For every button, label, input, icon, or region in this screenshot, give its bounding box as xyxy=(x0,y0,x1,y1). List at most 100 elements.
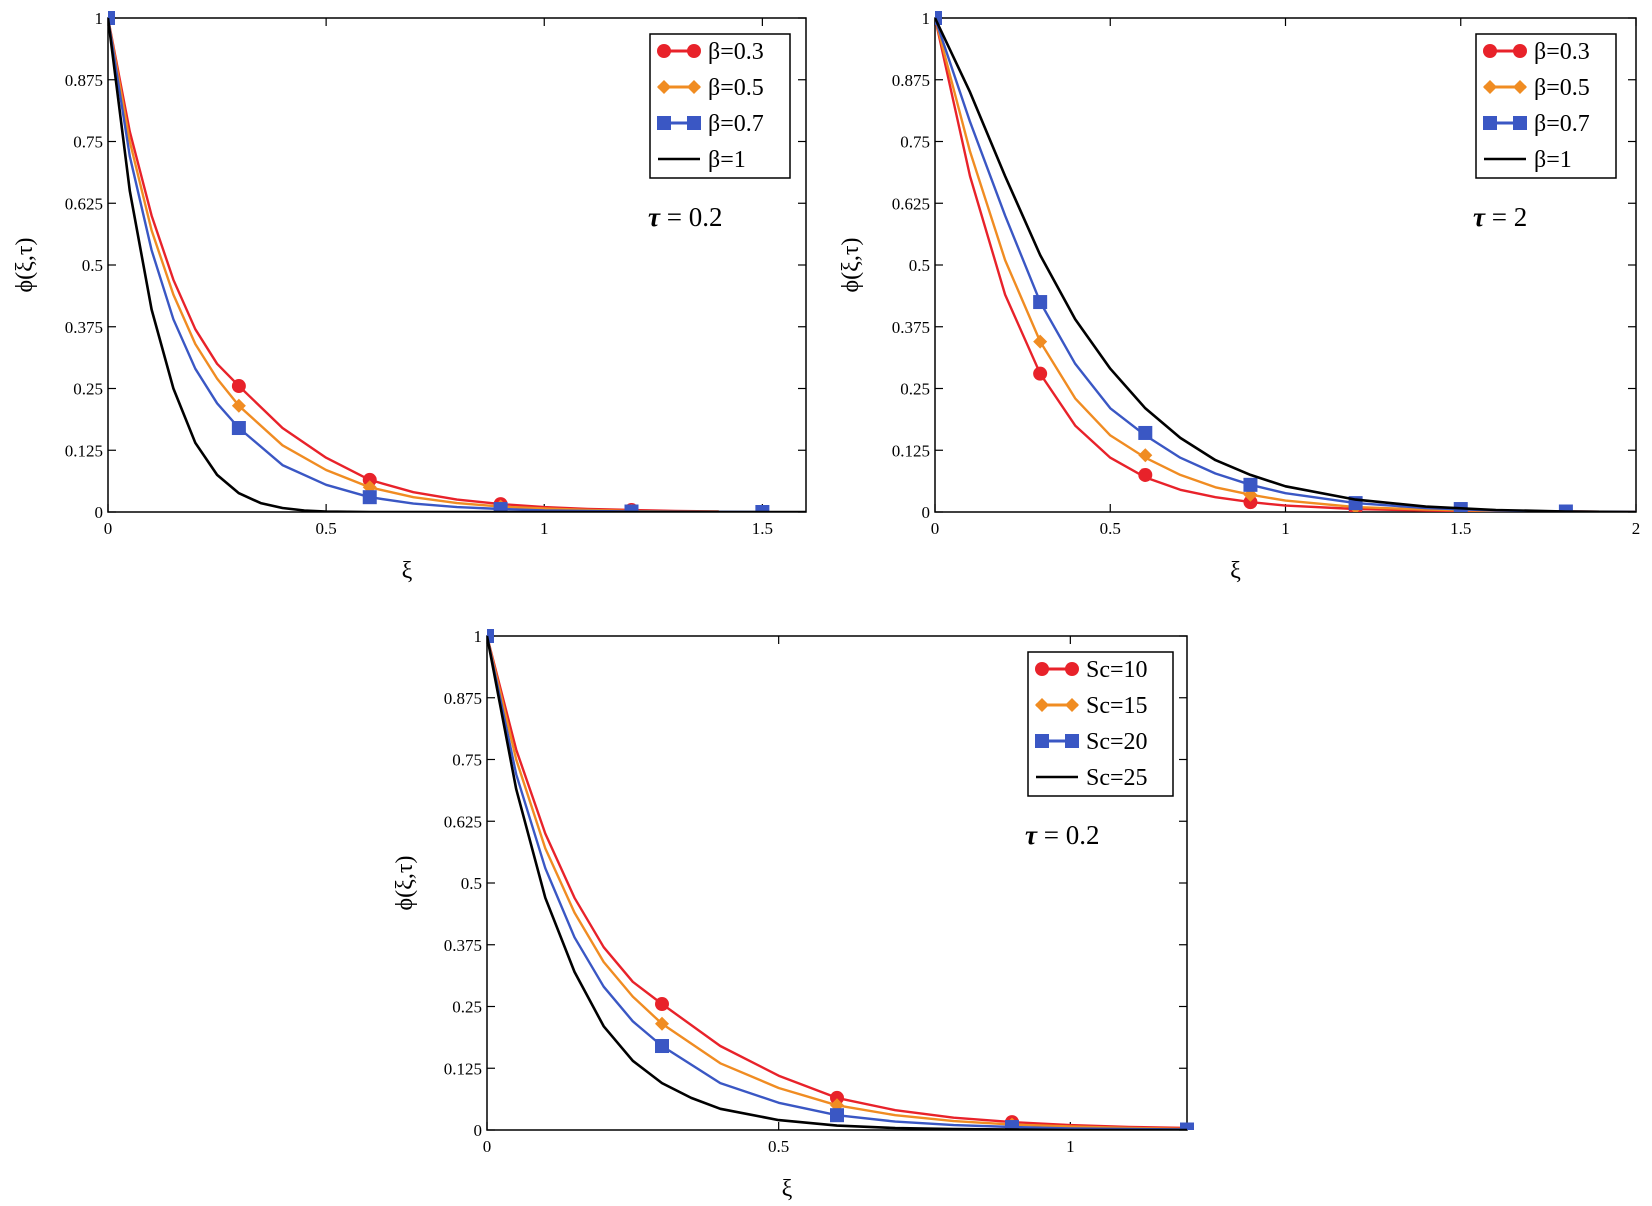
legend-label-2: β=0.7 xyxy=(708,111,764,137)
series-marker-0 xyxy=(830,1090,844,1105)
series-marker-2 xyxy=(1138,425,1153,440)
legend-box xyxy=(1027,651,1174,797)
legend-swatch-marker-2 xyxy=(1065,734,1079,748)
y-tick-label: 0.25 xyxy=(900,380,930,399)
series-marker-0 xyxy=(1243,495,1258,510)
tau-annotation: τ = 2 xyxy=(1473,202,1527,232)
y-tick-label: 0.625 xyxy=(892,194,930,213)
tau-value: = 0.2 xyxy=(660,202,722,232)
y-tick-label: 0.625 xyxy=(444,812,482,831)
series-line-3 xyxy=(935,17,1637,512)
legend-swatch-marker-0 xyxy=(1065,662,1079,676)
legend-swatch-marker-2 xyxy=(1513,116,1527,130)
legend-label-3: Sc=25 xyxy=(1086,765,1148,791)
series-marker-2 xyxy=(108,11,115,25)
legend-swatch-marker-1 xyxy=(1483,80,1497,94)
y-tick-label: 0.25 xyxy=(452,998,482,1017)
legend-swatch-marker-1 xyxy=(1513,80,1527,94)
legend-swatch-marker-2 xyxy=(1035,734,1049,748)
y-tick-label: 0.5 xyxy=(461,874,482,893)
x-tick-label: 1 xyxy=(1066,1137,1075,1156)
series-line-1 xyxy=(108,17,719,512)
series-marker-2 xyxy=(362,490,377,505)
legend-swatch-marker-0 xyxy=(657,44,671,58)
x-tick-label: 2 xyxy=(1632,519,1641,538)
series-marker-1 xyxy=(1138,448,1153,463)
y-tick-label: 0.25 xyxy=(73,380,103,399)
chart-panel-top-right: 0 0.125 0.25 0.375 0.5 0.625 0.75 0.875 1 0 0.5 1 1.… xyxy=(838,9,1640,584)
legend-label-2: β=0.7 xyxy=(1534,111,1590,137)
legend-box xyxy=(1475,33,1617,179)
legend-label-0: β=0.3 xyxy=(1534,39,1590,65)
tau-annotation: τ = 0.2 xyxy=(648,202,722,232)
y-tick-label: 0.375 xyxy=(892,318,930,337)
x-axis-label: ξ xyxy=(782,1176,793,1202)
tau-symbol: τ xyxy=(1025,820,1038,850)
legend: β=0.3 β=0.5 β=0.7 β=1 xyxy=(1475,33,1617,179)
y-tick-label: 0.5 xyxy=(909,256,930,275)
legend-label-0: β=0.3 xyxy=(708,39,764,65)
series-line-1 xyxy=(487,635,1188,1130)
x-tick-label: 0 xyxy=(104,519,113,538)
y-tick-label: 0.375 xyxy=(65,318,103,337)
series-marker-0 xyxy=(231,379,246,394)
legend-swatch-marker-2 xyxy=(657,116,671,130)
y-tick-label: 0 xyxy=(95,503,104,522)
y-tick-label: 0.625 xyxy=(65,194,103,213)
series-marker-2 xyxy=(1243,477,1258,492)
y-tick-label: 0.875 xyxy=(892,71,930,90)
y-tick-label: 1 xyxy=(922,9,931,28)
series-marker-2 xyxy=(487,629,494,643)
x-tick-label: 1 xyxy=(1281,519,1290,538)
x-tick-label: 1.5 xyxy=(752,519,773,538)
y-tick-label: 0.125 xyxy=(65,441,103,460)
legend-swatch-marker-2 xyxy=(687,116,701,130)
series-marker-2 xyxy=(935,11,942,25)
plot-area xyxy=(487,629,1194,1130)
legend-label-1: β=0.5 xyxy=(1534,75,1590,101)
y-tick-label: 0.5 xyxy=(82,256,103,275)
series-marker-0 xyxy=(1033,366,1048,381)
y-axis-label: ϕ(ξ,τ) xyxy=(12,238,38,293)
x-tick-label: 0.5 xyxy=(1100,519,1121,538)
legend-swatch-marker-0 xyxy=(687,44,701,58)
series-marker-2 xyxy=(493,502,508,512)
y-tick-label: 0.75 xyxy=(73,133,103,152)
series-marker-1 xyxy=(1033,334,1048,349)
legend-swatch-marker-1 xyxy=(1065,698,1079,712)
series-marker-2 xyxy=(1005,1120,1019,1130)
series-marker-2 xyxy=(231,421,246,436)
series-marker-2 xyxy=(1033,295,1048,310)
plot-area xyxy=(108,11,806,512)
y-axis-label: ϕ(ξ,τ) xyxy=(392,856,418,911)
chart-panel-bottom: 0 0.125 0.25 0.375 0.5 0.625 0.75 0.875 1 0 0.5 1 ξ ϕ… xyxy=(392,627,1194,1202)
tau-symbol: τ xyxy=(648,202,661,232)
series-line-2 xyxy=(487,635,1188,1130)
tau-symbol: τ xyxy=(1473,202,1486,232)
series-marker-2 xyxy=(1558,504,1573,512)
legend: Sc=10 Sc=15 Sc=20 Sc=25 xyxy=(1027,651,1174,797)
legend-swatch-marker-2 xyxy=(1483,116,1497,130)
legend-label-2: Sc=20 xyxy=(1086,729,1148,755)
series-line-3 xyxy=(108,17,806,512)
legend-label-3: β=1 xyxy=(1534,147,1572,173)
legend-label-3: β=1 xyxy=(708,147,746,173)
series-marker-1 xyxy=(231,398,246,413)
series-marker-0 xyxy=(655,997,669,1012)
series-marker-0 xyxy=(362,472,377,487)
series-marker-0 xyxy=(1138,467,1153,482)
legend: β=0.3 β=0.5 β=0.7 β=1 xyxy=(649,33,791,179)
series-marker-2 xyxy=(655,1039,669,1054)
legend-swatch-marker-1 xyxy=(657,80,671,94)
y-tick-label: 0.875 xyxy=(444,689,482,708)
legend-swatch-marker-0 xyxy=(1513,44,1527,58)
y-axis-label: ϕ(ξ,τ) xyxy=(838,238,864,293)
series-line-2 xyxy=(108,17,763,512)
legend-swatch-marker-1 xyxy=(1035,698,1049,712)
plot-area xyxy=(935,11,1637,512)
x-tick-label: 1 xyxy=(540,519,549,538)
y-tick-label: 0.375 xyxy=(444,936,482,955)
legend-label-1: β=0.5 xyxy=(708,75,764,101)
legend-box xyxy=(649,33,791,179)
